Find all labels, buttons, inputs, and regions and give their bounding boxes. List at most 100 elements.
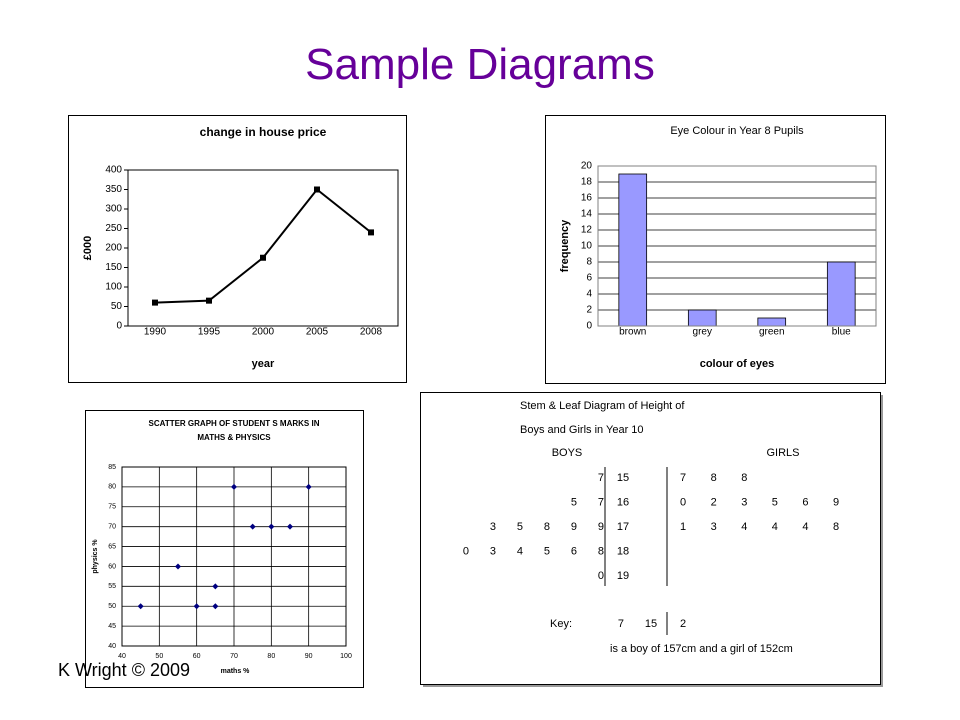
x-axis-title: maths % xyxy=(221,668,251,675)
girl-leaf: 3 xyxy=(741,496,747,508)
boy-leaf: 8 xyxy=(598,545,604,557)
stem: 19 xyxy=(617,570,629,582)
girl-leaf: 8 xyxy=(741,472,747,484)
chart-title: MATHS & PHYSICS xyxy=(197,433,271,442)
y-tick-label: 6 xyxy=(586,273,592,284)
stem-leaf-diagram: Stem & Leaf Diagram of Height of Boys and… xyxy=(420,392,883,687)
y-tick-label: 250 xyxy=(105,223,122,234)
y-axis-title: £000 xyxy=(82,236,94,260)
girl-leaf: 3 xyxy=(711,521,717,533)
point xyxy=(268,523,275,530)
boy-leaf: 4 xyxy=(517,545,523,557)
y-tick-label: 55 xyxy=(108,583,116,590)
diagram-title: Boys and Girls in Year 10 xyxy=(520,424,644,436)
girl-leaf: 4 xyxy=(741,521,747,533)
y-tick-label: 350 xyxy=(105,184,122,195)
point xyxy=(368,229,374,236)
y-tick-label: 65 xyxy=(108,543,116,550)
girl-leaf: 8 xyxy=(711,472,717,484)
boy-leaf: 7 xyxy=(598,472,604,484)
bar xyxy=(757,317,787,327)
point xyxy=(305,483,312,490)
x-tick-label: 50 xyxy=(155,653,163,660)
bar xyxy=(618,173,648,327)
y-tick-label: 45 xyxy=(108,623,116,630)
x-tick-label: 70 xyxy=(230,653,238,660)
point xyxy=(231,483,237,490)
key-label: Key: xyxy=(550,618,572,630)
bar xyxy=(687,309,717,327)
plot-area xyxy=(127,169,399,327)
y-tick-label: 40 xyxy=(108,643,116,650)
key-girl: 2 xyxy=(680,618,686,630)
y-tick-label: 8 xyxy=(586,257,592,268)
y-tick-label: 150 xyxy=(105,262,122,273)
boy-leaf: 3 xyxy=(490,545,496,557)
y-tick-label: 85 xyxy=(108,464,116,471)
y-tick-label: 4 xyxy=(586,289,592,300)
footer: K Wright © 2009 xyxy=(58,660,190,680)
boy-leaf: 8 xyxy=(544,521,550,533)
y-tick-label: 12 xyxy=(581,225,593,236)
y-tick-label: 14 xyxy=(581,209,593,220)
x-tick-label: 90 xyxy=(305,653,313,660)
point xyxy=(260,254,266,261)
chart-frame xyxy=(545,115,886,384)
y-tick-label: 60 xyxy=(108,563,116,570)
bar-chart: Eye Colour in Year 8 Pupils 0 2 4 6 8 10 12 14 16… xyxy=(545,115,886,384)
y-tick-label: 0 xyxy=(116,321,122,332)
girl-leaf: 4 xyxy=(802,521,808,533)
chart-frame xyxy=(85,410,364,688)
boys-header: BOYS xyxy=(552,447,583,459)
plot-area xyxy=(121,466,347,647)
x-tick-label: 2000 xyxy=(252,327,275,338)
y-tick-label: 50 xyxy=(108,603,116,610)
y-tick-label: 400 xyxy=(105,165,122,176)
y-tick-label: 2 xyxy=(586,305,592,316)
stem: 16 xyxy=(617,496,629,508)
y-tick-label: 300 xyxy=(105,204,122,215)
boy-leaf: 0 xyxy=(463,545,469,557)
y-tick-label: 70 xyxy=(108,524,116,531)
diagram-title: Stem & Leaf Diagram of Height of xyxy=(520,400,685,412)
boy-leaf: 0 xyxy=(598,570,604,582)
x-tick-label: 1995 xyxy=(198,327,221,338)
y-tick-label: 16 xyxy=(581,193,593,204)
scatter-chart: SCATTER GRAPH OF STUDENT S MARKS IN MATHS… xyxy=(85,410,364,688)
boy-leaf: 3 xyxy=(490,521,496,533)
girl-leaf: 8 xyxy=(833,521,839,533)
key-stem: 15 xyxy=(645,618,657,630)
chart-title: change in house price xyxy=(200,125,327,139)
slide-title: Sample Diagrams xyxy=(305,40,655,89)
stem: 17 xyxy=(617,521,629,533)
boy-leaf: 5 xyxy=(571,496,577,508)
point xyxy=(206,297,212,304)
point xyxy=(193,603,200,610)
line-chart: change in house price 0 50 100 150 200 250 300 3… xyxy=(68,115,407,383)
y-axis-title: frequency xyxy=(559,219,571,272)
y-tick-label: 20 xyxy=(581,161,593,172)
y-tick-label: 0 xyxy=(586,321,592,332)
point xyxy=(212,603,219,610)
point xyxy=(314,186,320,193)
boy-leaf: 9 xyxy=(598,521,604,533)
plot-area xyxy=(597,165,877,327)
chart-title: Eye Colour in Year 8 Pupils xyxy=(670,125,804,137)
point xyxy=(175,563,181,570)
girls-header: GIRLS xyxy=(766,447,799,459)
x-tick-label: grey xyxy=(693,327,712,338)
x-axis-title: colour of eyes xyxy=(700,358,775,370)
y-tick-label: 18 xyxy=(581,177,593,188)
girl-leaf: 4 xyxy=(772,521,778,533)
y-tick-label: 75 xyxy=(108,504,116,511)
x-tick-label: 40 xyxy=(118,653,126,660)
x-axis-title: year xyxy=(252,358,275,370)
key-boy: 7 xyxy=(618,618,624,630)
stem: 15 xyxy=(617,472,629,484)
chart-title: SCATTER GRAPH OF STUDENT S MARKS IN xyxy=(149,419,320,428)
y-axis-title: physics % xyxy=(92,539,99,574)
x-tick-label: green xyxy=(759,327,785,338)
girl-leaf: 6 xyxy=(802,496,808,508)
boy-leaf: 7 xyxy=(598,496,604,508)
